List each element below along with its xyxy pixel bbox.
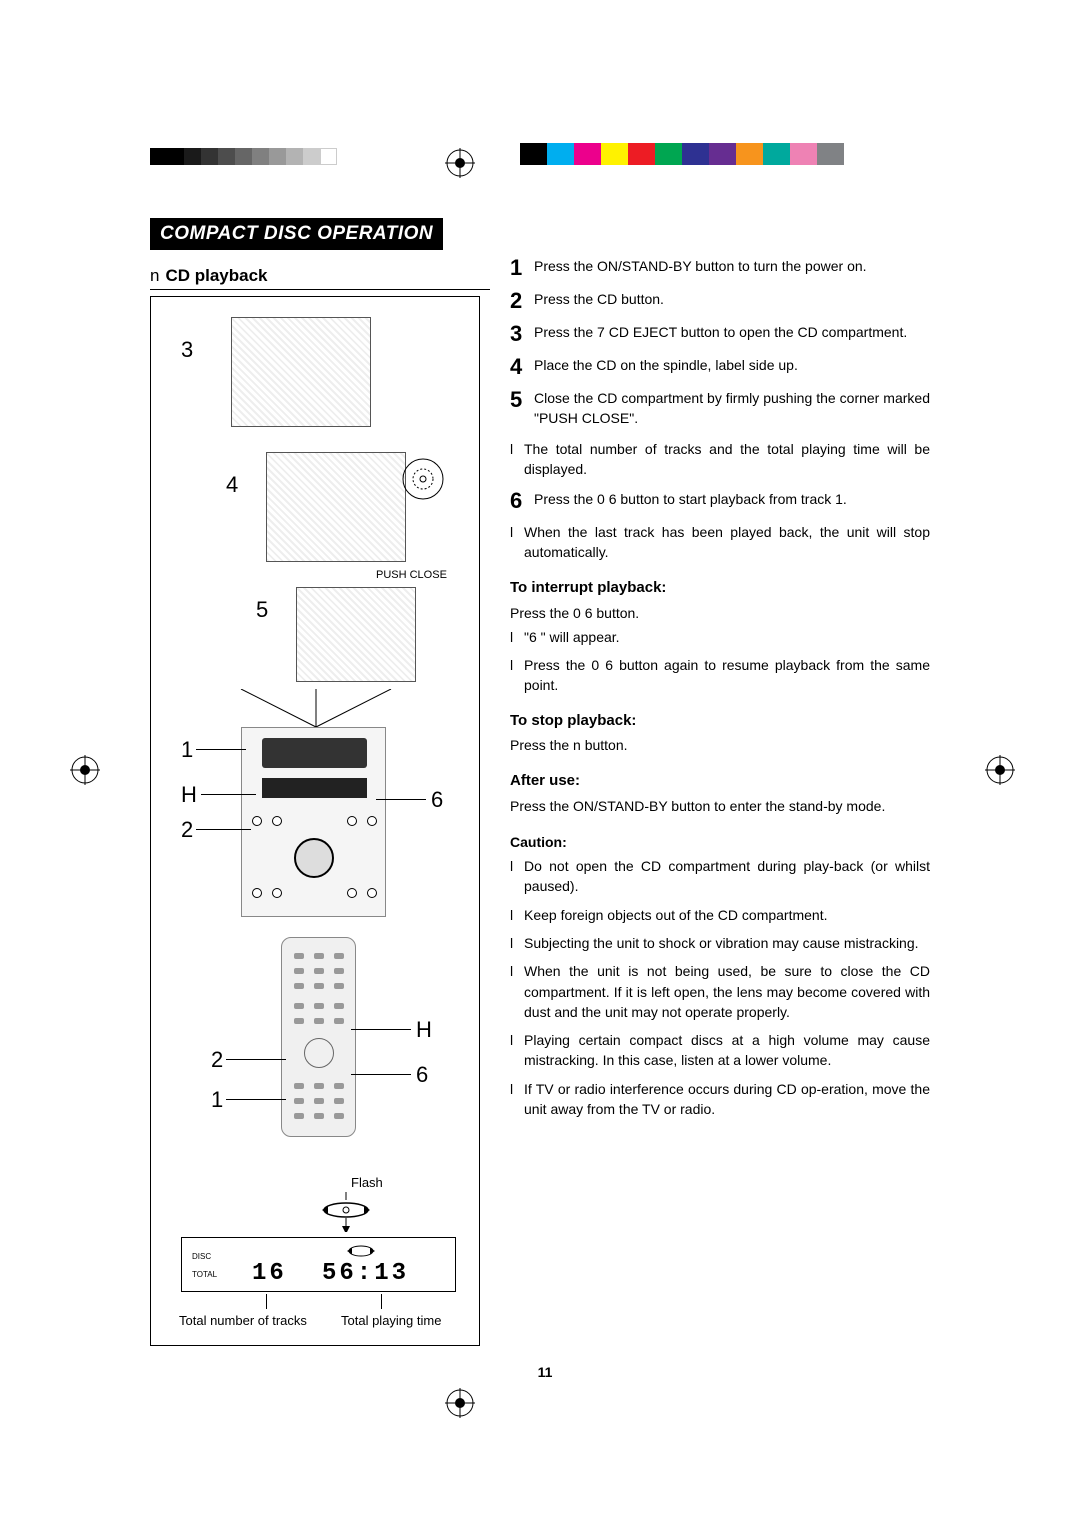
device-illustration-close: [296, 587, 416, 682]
connector-lines: [231, 689, 411, 729]
step-1: 1 Press the ON/STAND-BY button to turn t…: [510, 256, 930, 279]
instruction-diagram: 3 4 5 PUSH CLOSE: [150, 296, 480, 1346]
cd-playback-subheader: n CD playback: [150, 266, 490, 290]
page-number: 11: [150, 1364, 940, 1380]
unit-callout-1: 1: [181, 737, 193, 763]
push-close-label: PUSH CLOSE: [376, 569, 447, 581]
stop-heading: To stop playback:: [510, 710, 930, 732]
after-use-text: Press the ON/STAND-BY button to enter th…: [510, 796, 930, 816]
registration-mark-icon: [70, 755, 100, 785]
caption-tracks: Total number of tracks: [179, 1313, 307, 1328]
track-count-value: 16: [252, 1260, 287, 1287]
interrupt-text: Press the 0 6 button.: [510, 603, 930, 623]
remote-callout-2: 2: [211, 1047, 223, 1073]
remote-illustration: [281, 937, 356, 1137]
callout-3: 3: [181, 337, 193, 363]
step-3: 3 Press the 7 CD EJECT button to open th…: [510, 322, 930, 345]
note-after-step-6: l When the last track has been played ba…: [510, 522, 930, 563]
subtitle-text: CD playback: [165, 266, 267, 285]
remote-callout-1: 1: [211, 1087, 223, 1113]
after-use-heading: After use:: [510, 770, 930, 792]
step-6: 6 Press the 0 6 button to start playback…: [510, 489, 930, 512]
interrupt-heading: To interrupt playback:: [510, 577, 930, 599]
left-column: n CD playback 3 4 5 PUSH CLOSE: [150, 256, 490, 1346]
play-time-value: 56:13: [322, 1260, 409, 1287]
note-after-step-5: l The total number of tracks and the tot…: [510, 439, 930, 480]
registration-mark-icon: [985, 755, 1015, 785]
caution-item: l Subjecting the unit to shock or vibrat…: [510, 933, 930, 953]
device-illustration-eject: [231, 317, 371, 427]
unit-callout-2: 2: [181, 817, 193, 843]
unit-callout-6: 6: [431, 787, 443, 813]
unit-callout-H: H: [181, 782, 197, 808]
caution-item: l Keep foreign objects out of the CD com…: [510, 905, 930, 925]
subtitle-prefix: n: [150, 266, 159, 285]
callout-5: 5: [256, 597, 268, 623]
device-illustration-insert: [266, 452, 406, 562]
disc-rotation-icon: [316, 1192, 376, 1237]
stop-text: Press the n button.: [510, 735, 930, 755]
callout-4: 4: [226, 472, 238, 498]
caution-heading: Caution:: [510, 832, 930, 852]
remote-callout-6: 6: [416, 1062, 428, 1088]
cd-disc-icon: [401, 457, 451, 507]
lcd-display: DISC TOTAL 16 56:13: [181, 1237, 456, 1292]
interrupt-bullet-1: l "6 " will appear.: [510, 627, 930, 647]
manual-page: COMPACT DISC OPERATION n CD playback 3 4 …: [150, 140, 940, 1380]
disc-spin-icon: [347, 1244, 375, 1258]
right-column: 1 Press the ON/STAND-BY button to turn t…: [510, 256, 930, 1346]
caution-item: l When the unit is not being used, be su…: [510, 961, 930, 1022]
total-indicator: TOTAL: [192, 1270, 217, 1279]
step-5: 5 Close the CD compartment by firmly pus…: [510, 388, 930, 429]
remote-callout-H: H: [416, 1017, 432, 1043]
flash-label: Flash: [351, 1175, 383, 1190]
main-unit-illustration: [241, 727, 386, 917]
caution-item: l Do not open the CD compartment during …: [510, 856, 930, 897]
registration-mark-icon: [445, 1388, 475, 1418]
step-4: 4 Place the CD on the spindle, label sid…: [510, 355, 930, 378]
section-header: COMPACT DISC OPERATION: [150, 218, 443, 250]
caption-time: Total playing time: [341, 1313, 441, 1328]
step-2: 2 Press the CD button.: [510, 289, 930, 312]
caution-item: l If TV or radio interference occurs dur…: [510, 1079, 930, 1120]
interrupt-bullet-2: l Press the 0 6 button again to resume p…: [510, 655, 930, 696]
disc-indicator: DISC: [192, 1252, 211, 1261]
caution-item: l Playing certain compact discs at a hig…: [510, 1030, 930, 1071]
